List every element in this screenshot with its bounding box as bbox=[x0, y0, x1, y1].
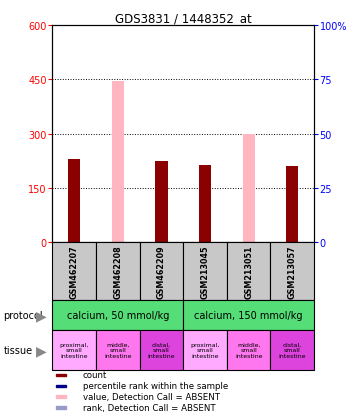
Bar bbox=[96, 243, 140, 301]
Bar bbox=[68, 160, 80, 243]
Bar bbox=[155, 161, 168, 243]
Text: count: count bbox=[83, 370, 107, 380]
Bar bbox=[56, 385, 66, 387]
Bar bbox=[56, 395, 66, 398]
Bar bbox=[140, 243, 183, 301]
Text: calcium, 50 mmol/kg: calcium, 50 mmol/kg bbox=[66, 311, 169, 320]
Text: ▶: ▶ bbox=[36, 309, 47, 323]
Text: GSM213045: GSM213045 bbox=[200, 245, 209, 299]
Bar bbox=[227, 330, 270, 370]
Bar bbox=[56, 406, 66, 409]
Bar bbox=[183, 330, 227, 370]
Text: distal,
small
intestine: distal, small intestine bbox=[148, 342, 175, 358]
Bar bbox=[155, 161, 168, 243]
Text: percentile rank within the sample: percentile rank within the sample bbox=[83, 382, 228, 390]
Bar bbox=[227, 243, 270, 301]
Text: GSM462209: GSM462209 bbox=[157, 245, 166, 299]
Text: value, Detection Call = ABSENT: value, Detection Call = ABSENT bbox=[83, 392, 220, 401]
Bar bbox=[112, 82, 124, 243]
Bar bbox=[270, 330, 314, 370]
Bar bbox=[140, 330, 183, 370]
Bar bbox=[96, 330, 140, 370]
Text: middle,
small
intestine: middle, small intestine bbox=[235, 342, 262, 358]
Bar bbox=[183, 301, 314, 330]
Bar bbox=[183, 243, 227, 301]
Text: GSM213057: GSM213057 bbox=[288, 245, 297, 299]
Title: GDS3831 / 1448352_at: GDS3831 / 1448352_at bbox=[115, 12, 252, 25]
Bar bbox=[243, 135, 255, 243]
Bar bbox=[199, 165, 211, 243]
Text: protocol: protocol bbox=[4, 311, 43, 320]
Text: GSM462208: GSM462208 bbox=[113, 245, 122, 299]
Text: GSM213051: GSM213051 bbox=[244, 245, 253, 299]
Text: calcium, 150 mmol/kg: calcium, 150 mmol/kg bbox=[194, 311, 303, 320]
Bar bbox=[52, 301, 183, 330]
Bar bbox=[286, 167, 298, 243]
Text: GSM462207: GSM462207 bbox=[70, 245, 79, 299]
Bar bbox=[56, 374, 66, 376]
Text: proximal,
small
intestine: proximal, small intestine bbox=[60, 342, 89, 358]
Text: ▶: ▶ bbox=[36, 343, 47, 357]
Bar bbox=[286, 167, 298, 243]
Text: distal,
small
intestine: distal, small intestine bbox=[278, 342, 306, 358]
Text: middle,
small
intestine: middle, small intestine bbox=[104, 342, 131, 358]
Text: rank, Detection Call = ABSENT: rank, Detection Call = ABSENT bbox=[83, 403, 216, 412]
Bar bbox=[52, 330, 96, 370]
Text: tissue: tissue bbox=[4, 345, 33, 355]
Text: proximal,
small
intestine: proximal, small intestine bbox=[190, 342, 220, 358]
Bar bbox=[52, 243, 96, 301]
Bar bbox=[270, 243, 314, 301]
